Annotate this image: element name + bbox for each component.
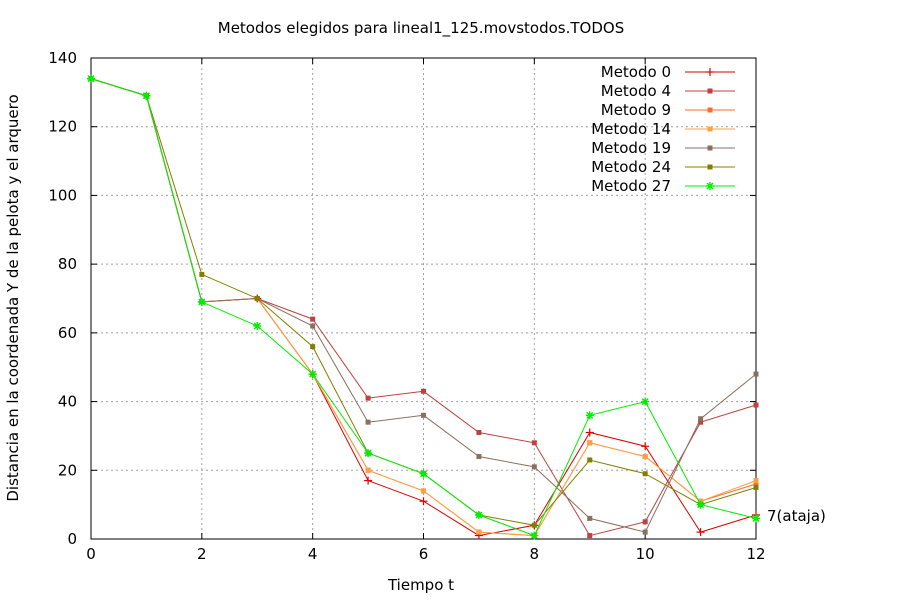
legend-label: Metodo 19 — [591, 139, 671, 157]
square-marker — [310, 323, 316, 329]
y-tick-label: 140 — [48, 49, 77, 67]
series-metodo-27 — [87, 74, 760, 540]
annotation-ataja: 7(ataja) — [767, 507, 826, 525]
square-marker — [476, 454, 482, 460]
legend-label: Metodo 9 — [601, 101, 671, 119]
plus-marker — [364, 476, 373, 485]
square-marker — [642, 471, 648, 477]
star-marker — [752, 514, 760, 523]
legend-entry: Metodo 9 — [601, 101, 735, 119]
legend-entry: Metodo 24 — [591, 158, 735, 176]
star-marker — [308, 370, 317, 379]
x-tick-label: 6 — [419, 545, 429, 563]
square-marker — [707, 88, 713, 94]
square-marker — [531, 522, 537, 528]
square-marker — [421, 412, 426, 418]
y-tick-label: 80 — [58, 255, 77, 273]
square-marker — [531, 440, 537, 446]
star-marker — [530, 531, 539, 540]
y-tick-label: 120 — [48, 118, 77, 136]
star-marker — [641, 397, 650, 406]
series-layer — [87, 74, 760, 540]
star-marker — [253, 321, 262, 330]
x-tick-label: 8 — [530, 545, 540, 563]
legend-entry: Metodo 14 — [591, 120, 735, 138]
square-marker — [310, 344, 316, 350]
square-marker — [365, 419, 371, 425]
x-tick-label: 10 — [636, 545, 655, 563]
square-marker — [753, 484, 759, 490]
star-marker — [419, 469, 428, 478]
plus-marker — [585, 428, 594, 437]
square-marker — [531, 464, 537, 470]
square-marker — [642, 529, 648, 535]
square-marker — [421, 488, 426, 494]
square-marker — [707, 126, 713, 132]
square-marker — [365, 395, 371, 401]
star-marker — [706, 182, 714, 190]
star-marker — [142, 91, 151, 100]
y-tick-label: 100 — [48, 186, 77, 204]
y-tick-label: 40 — [58, 393, 77, 411]
square-marker — [199, 271, 205, 277]
plus-marker — [706, 68, 714, 76]
x-tick-label: 4 — [308, 545, 318, 563]
square-marker — [707, 145, 713, 151]
star-marker — [197, 297, 206, 306]
square-marker — [753, 371, 759, 377]
square-marker — [365, 467, 371, 473]
legend-label: Metodo 0 — [601, 63, 671, 81]
y-tick-label: 0 — [67, 530, 77, 548]
legend-label: Metodo 14 — [591, 120, 671, 138]
square-marker — [587, 457, 593, 463]
square-marker — [587, 533, 593, 539]
star-marker — [474, 510, 483, 519]
plus-marker — [696, 528, 705, 537]
legend-entry: Metodo 19 — [591, 139, 735, 157]
star-marker — [87, 74, 95, 83]
square-marker — [698, 419, 704, 425]
square-marker — [753, 481, 759, 487]
square-marker — [642, 519, 648, 525]
square-marker — [707, 107, 713, 113]
legend-label: Metodo 24 — [591, 158, 671, 176]
square-marker — [753, 478, 759, 484]
square-marker — [310, 316, 316, 322]
legend-label: Metodo 4 — [601, 82, 671, 100]
square-marker — [476, 529, 482, 535]
legend-entry: Metodo 0 — [601, 63, 735, 81]
grid — [91, 58, 756, 539]
y-tick-label: 20 — [58, 461, 77, 479]
x-tick-label: 2 — [197, 545, 207, 563]
chart-title: Metodos elegidos para lineal1_125.movsto… — [218, 19, 625, 38]
x-tick-label: 12 — [746, 545, 765, 563]
legend-entry: Metodo 4 — [601, 82, 735, 100]
square-marker — [587, 515, 593, 521]
square-marker — [753, 402, 759, 408]
square-marker — [707, 164, 713, 170]
star-marker — [696, 500, 705, 509]
square-marker — [587, 440, 593, 446]
square-marker — [476, 429, 482, 435]
square-marker — [421, 388, 426, 394]
x-axis-label: Tiempo t — [387, 576, 454, 594]
y-tick-label: 60 — [58, 324, 77, 342]
plus-marker — [419, 497, 428, 506]
legend-entry: Metodo 27 — [591, 177, 735, 195]
square-marker — [642, 454, 648, 460]
square-marker — [254, 296, 260, 301]
legend-label: Metodo 27 — [591, 177, 671, 195]
plus-marker — [641, 442, 650, 451]
star-marker — [585, 411, 594, 420]
y-axis-label: Distancia en la coordenada Y de la pelot… — [4, 94, 22, 501]
x-tick-label: 0 — [86, 545, 96, 563]
square-marker — [698, 416, 704, 422]
star-marker — [364, 449, 373, 458]
